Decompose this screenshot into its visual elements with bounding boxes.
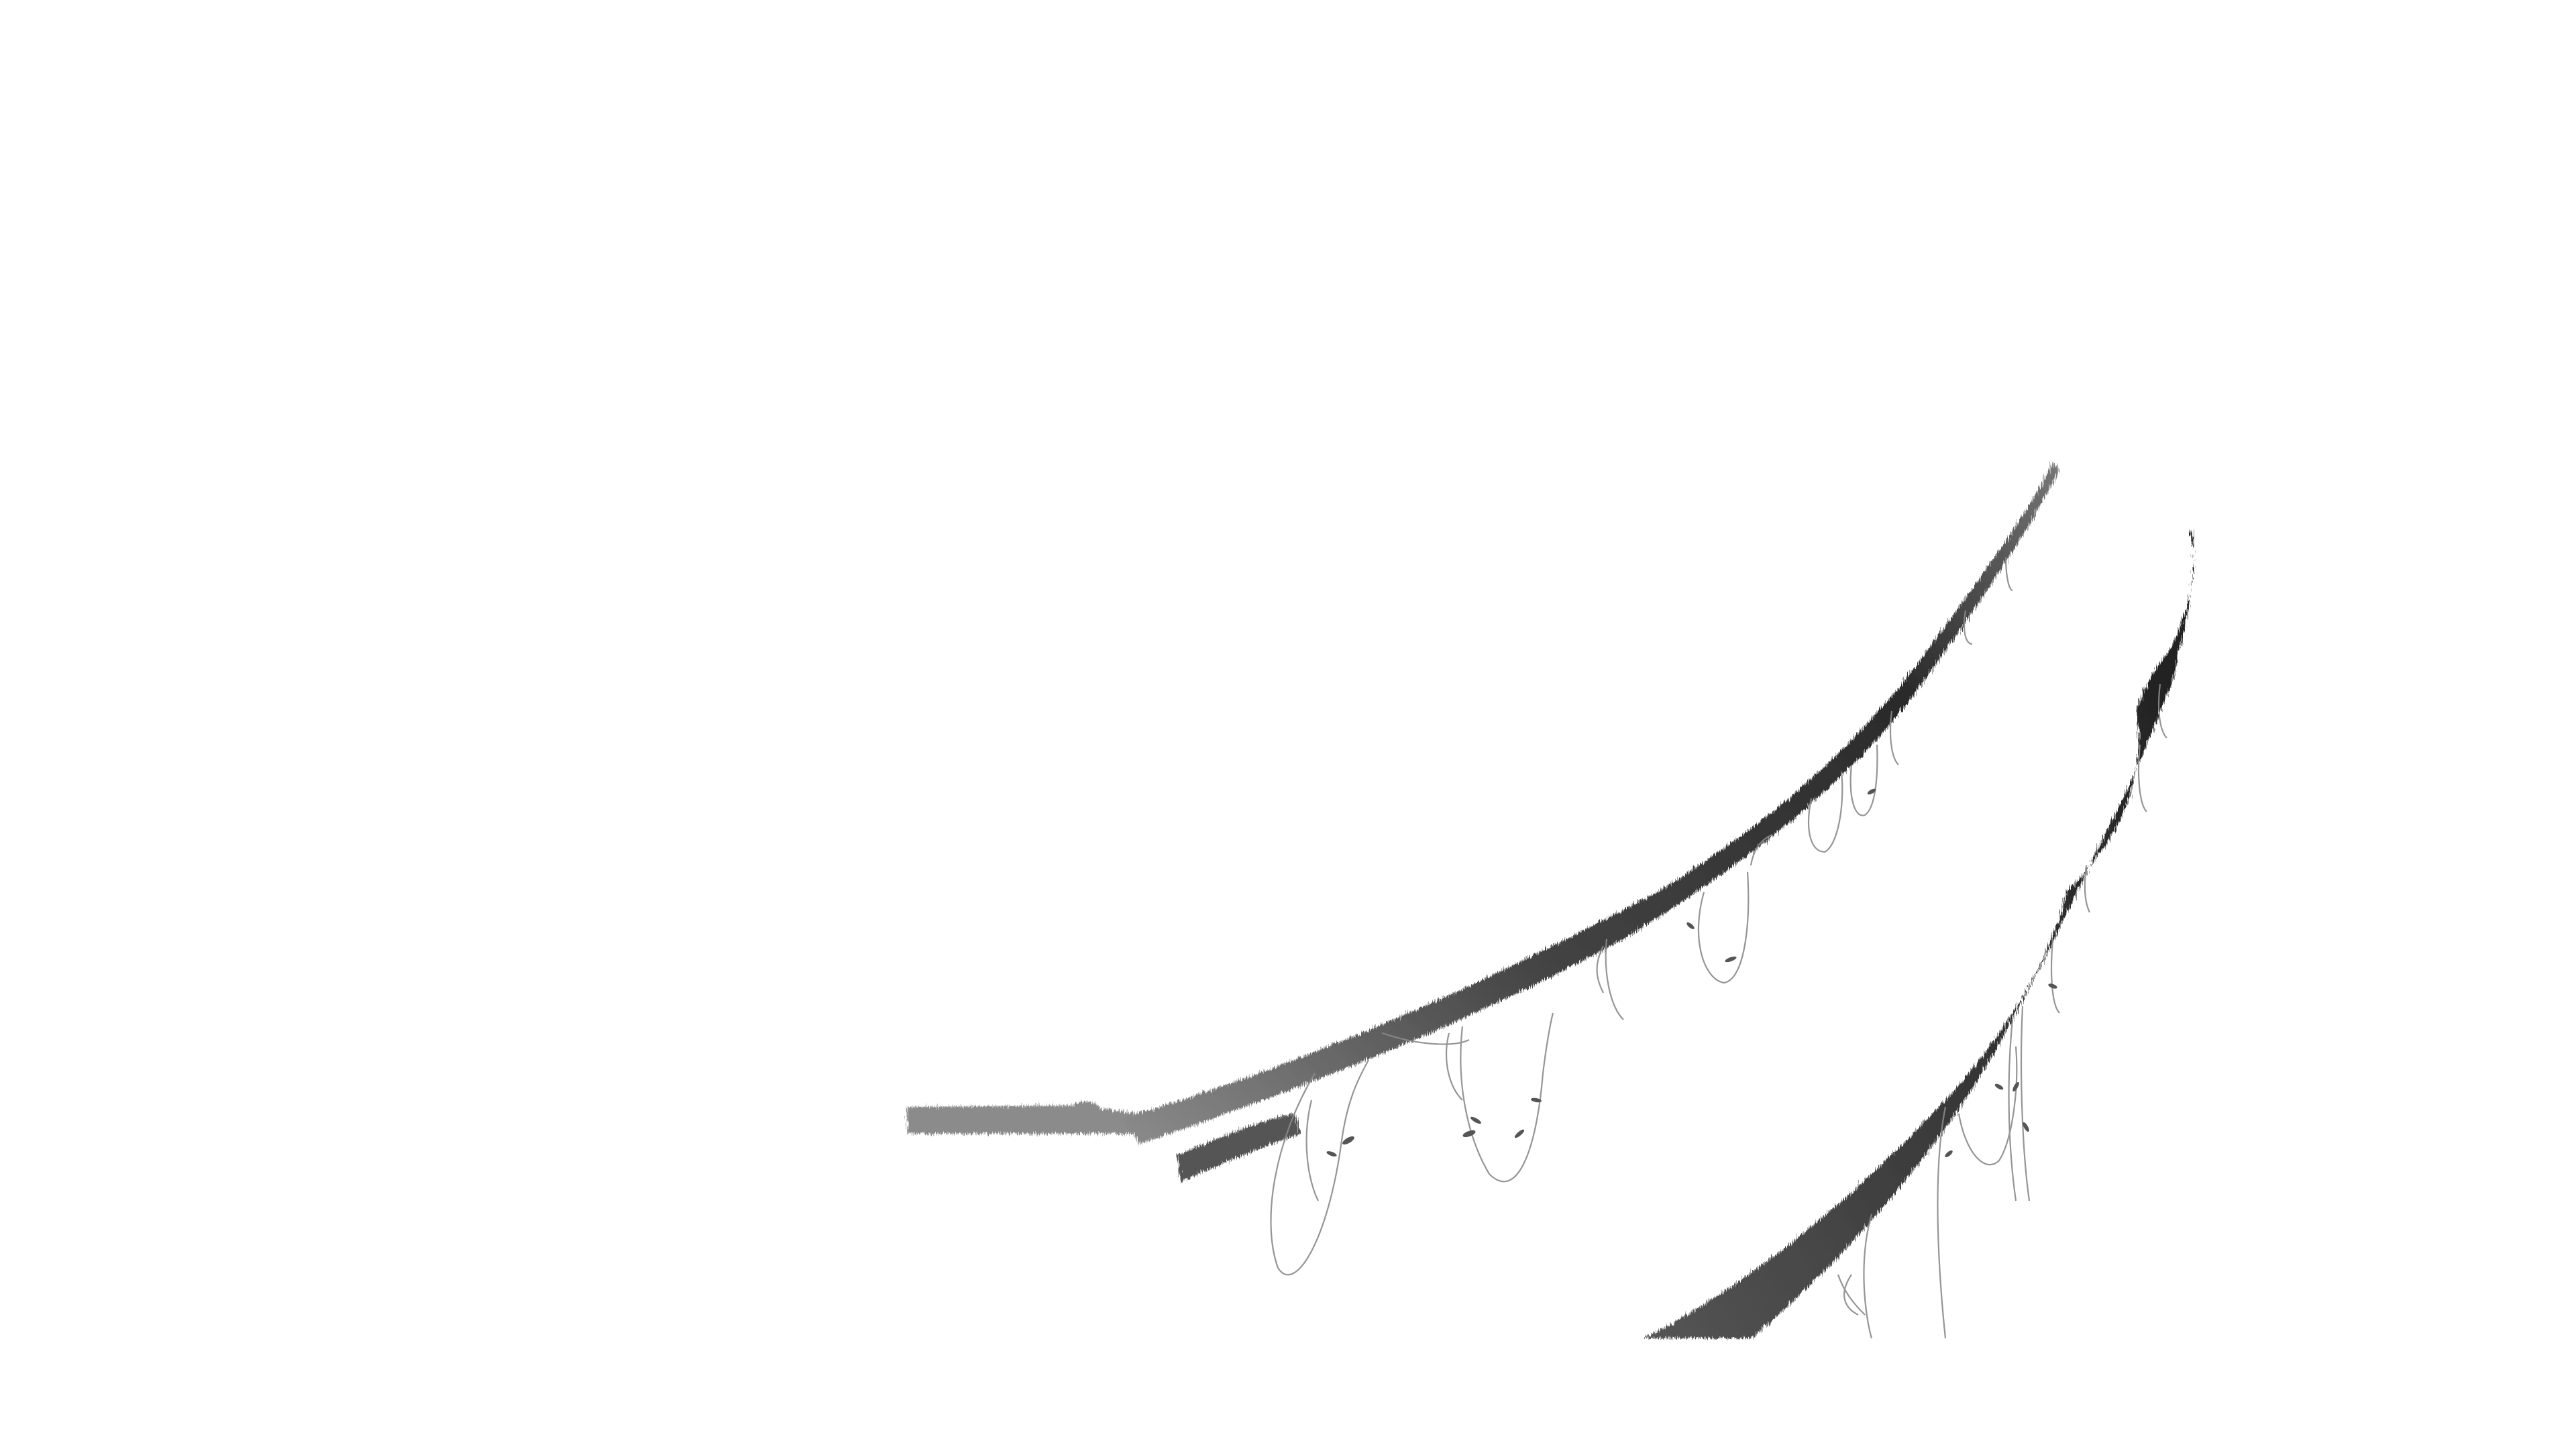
leaf [2012, 1081, 2019, 1092]
vine [2020, 1006, 2031, 1201]
lower-branch [1644, 530, 2194, 1338]
vine [2004, 556, 2013, 592]
vines-upper [1270, 556, 2013, 1276]
vine [1305, 1099, 1319, 1201]
leaf [1514, 1129, 1525, 1138]
leaf [1326, 1151, 1337, 1157]
vine [1460, 1012, 1554, 1183]
vine [1596, 945, 1604, 994]
leaf [1470, 1116, 1481, 1124]
vine [1697, 871, 1750, 984]
leaf [1686, 922, 1695, 930]
leaves-lower [1945, 983, 2057, 1158]
leaf [1342, 1136, 1354, 1145]
vine [2008, 1019, 2017, 1201]
vines-lower [1837, 684, 2167, 1339]
vine [1270, 1059, 1369, 1276]
vine [1937, 1106, 1947, 1339]
leaf [1531, 1097, 1542, 1103]
vine [1807, 771, 1843, 853]
vine [2137, 744, 2147, 812]
leaf [1945, 1150, 1953, 1158]
vine [1381, 1032, 1470, 1045]
vine [1863, 1214, 1873, 1339]
vine [1849, 744, 1878, 816]
leaf [2048, 983, 2057, 989]
leaf [1725, 956, 1737, 963]
leaf [1867, 788, 1876, 795]
vine [1605, 938, 1624, 1020]
lower-branch-body [1644, 530, 2194, 1338]
vine [1837, 1274, 1866, 1316]
leaves-upper [1326, 788, 1876, 1157]
upper-branch-body [1120, 463, 2059, 1144]
vine [2157, 684, 2167, 739]
upper-branch [907, 463, 2059, 1182]
vine [2050, 938, 2060, 1014]
vine [1750, 835, 1772, 866]
vine [1889, 710, 1899, 765]
upper-branch-stub [1177, 1114, 1301, 1182]
vine [1445, 1032, 1463, 1101]
vine [1957, 1046, 2018, 1166]
leaf [1994, 1083, 2004, 1090]
upper-branch-tip [907, 1100, 1140, 1134]
vine [1963, 610, 1973, 645]
leaf [2023, 1122, 2029, 1132]
leaf [1462, 1130, 1476, 1138]
vine [1843, 1274, 1859, 1316]
vine [2084, 865, 2090, 913]
